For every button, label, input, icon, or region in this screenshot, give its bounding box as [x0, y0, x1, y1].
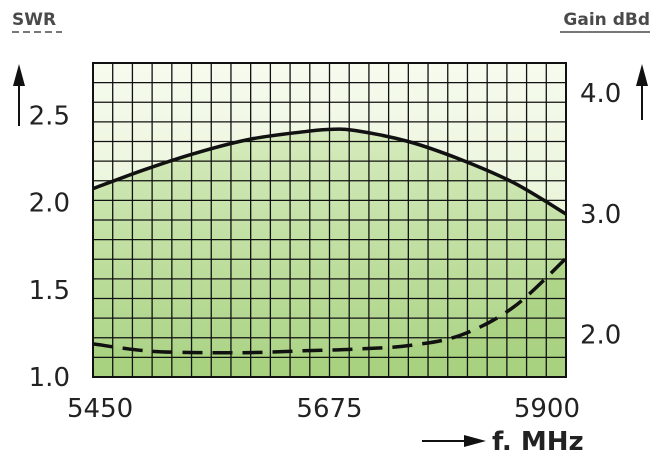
- left-axis-label: SWR: [12, 10, 56, 30]
- left-tick-label: 2.0: [29, 189, 70, 219]
- plot-border: [92, 62, 567, 378]
- x-tick-label: 5675: [296, 394, 362, 424]
- right-tick-label: 3.0: [580, 200, 621, 230]
- x-axis-arrow-icon: [422, 435, 486, 447]
- x-axis-label: f. MHz: [492, 427, 584, 456]
- left-tick-label: 1.0: [29, 363, 70, 393]
- left-tick-label: 2.5: [29, 101, 70, 131]
- gain-curve: [93, 127, 566, 216]
- swr-curve: [93, 257, 566, 355]
- left-up-arrow-icon: [13, 64, 25, 126]
- right-tick-labels: 2.0 3.0 4.0: [580, 79, 621, 351]
- left-tick-labels: 1.0 1.5 2.0 2.5: [29, 101, 70, 393]
- x-tick-label: 5450: [67, 394, 133, 424]
- right-axis-label: Gain dBd: [563, 10, 650, 30]
- x-tick-labels: 5450 5675 5900: [67, 394, 580, 424]
- right-tick-label: 2.0: [580, 321, 621, 351]
- x-tick-label: 5900: [514, 394, 580, 424]
- grid: [93, 63, 566, 377]
- left-tick-label: 1.5: [29, 276, 70, 306]
- right-up-arrow-icon: [636, 64, 648, 120]
- right-tick-label: 4.0: [580, 79, 621, 109]
